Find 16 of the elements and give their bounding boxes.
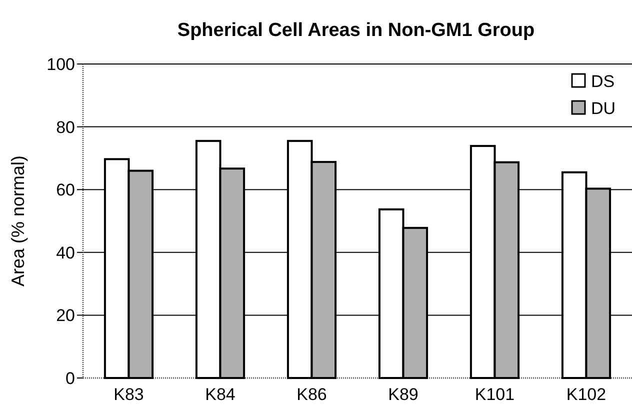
y-tick-label: 20 [56, 306, 75, 326]
legend-label: DS [591, 72, 615, 91]
y-tick-label: 0 [66, 368, 75, 388]
y-tick-label: 100 [46, 54, 75, 74]
x-tick-label: K86 [296, 385, 327, 404]
y-tick-label: 80 [56, 118, 75, 137]
x-tick-label: K84 [205, 385, 236, 404]
x-tick-label: K89 [388, 385, 418, 404]
chart-title: Spherical Cell Areas in Non-GM1 Group [177, 20, 535, 41]
x-tick-label: K102 [566, 385, 606, 404]
y-tick-label: 60 [56, 180, 75, 200]
y-tick-label: 40 [56, 243, 75, 262]
legend-label: DU [591, 98, 616, 118]
y-axis-title: Area (% normal) [8, 155, 28, 287]
x-tick-label: K101 [474, 385, 515, 404]
x-tick-label: K83 [114, 385, 144, 404]
